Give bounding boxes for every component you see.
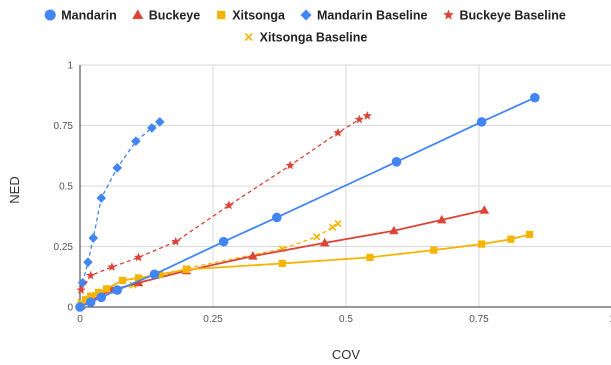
series-line-xitsonga (80, 233, 530, 306)
data-point-xitsonga-baseline (329, 223, 337, 231)
legend-marker-mandarin-baseline (300, 9, 312, 21)
legend-marker-xitsonga (217, 10, 226, 20)
data-point-buckeye (319, 237, 330, 247)
series-mandarin-baseline (77, 117, 165, 288)
legend-item-mandarin[interactable]: Mandarin (44, 9, 117, 23)
data-point-mandarin (476, 117, 487, 127)
legend-label: Xitsonga (232, 9, 286, 23)
data-point-xitsonga (87, 292, 95, 300)
data-point-mandarin-baseline (131, 136, 141, 147)
series-xitsonga (77, 230, 534, 309)
data-point-xitsonga (507, 235, 515, 243)
legend-label: Mandarin (61, 9, 117, 23)
data-point-mandarin-baseline (96, 193, 107, 203)
data-point-xitsonga (366, 253, 374, 261)
y-tick-label: 0.5 (59, 182, 73, 193)
data-point-buckeye-baseline (133, 252, 144, 262)
data-point-mandarin (75, 302, 85, 312)
data-point-xitsonga (81, 296, 89, 304)
legend-marker-buckeye (132, 9, 144, 20)
series-line-buckeye (80, 209, 485, 307)
y-tick-label: 0.25 (54, 242, 74, 253)
data-point-buckeye (248, 251, 258, 260)
series-line-mandarin (79, 96, 536, 308)
data-point-buckeye-baseline (76, 285, 86, 294)
data-point-buckeye (133, 277, 144, 287)
legend-item-mandarin-baseline[interactable]: Mandarin Baseline (300, 9, 428, 23)
data-point-mandarin-baseline (83, 257, 93, 268)
data-point-xitsonga-baseline (313, 233, 321, 241)
data-point-mandarin-baseline (147, 123, 157, 133)
y-tick-label: 0.75 (54, 121, 74, 132)
data-point-xitsonga (156, 270, 164, 278)
x-tick-label: 0.5 (339, 314, 353, 325)
data-point-xitsonga (525, 230, 534, 238)
data-point-buckeye-baseline (333, 127, 343, 137)
series-line-buckeye-baseline (80, 115, 368, 291)
legend-label: Xitsonga Baseline (260, 31, 368, 45)
data-point-buckeye-baseline (107, 262, 117, 271)
y-axis-title: NED (7, 176, 22, 203)
data-point-mandarin (391, 157, 402, 167)
data-point-mandarin (530, 92, 540, 103)
data-point-mandarin (85, 297, 96, 307)
y-tick-label: 1 (67, 61, 73, 72)
x-tick-label: 0.25 (203, 314, 223, 325)
legend-item-buckeye-baseline[interactable]: Buckeye Baseline (443, 9, 566, 23)
legend: Mandarin Buckeye Xitsonga Mandarin Baseline… (44, 9, 566, 45)
data-point-mandarin-baseline (77, 278, 88, 288)
data-point-xitsonga (103, 285, 111, 293)
data-point-buckeye-baseline (362, 111, 372, 120)
data-point-buckeye-baseline (285, 160, 295, 170)
data-point-xitsonga (134, 274, 143, 282)
legend-label: Buckeye Baseline (459, 9, 565, 23)
legend-marker-xitsonga-baseline (244, 32, 253, 42)
y-tick-label: 0 (67, 303, 73, 314)
data-point-xitsonga (430, 246, 438, 254)
axes (79, 65, 611, 308)
data-point-xitsonga (278, 259, 286, 268)
series-mandarin (75, 92, 540, 312)
x-tick-label: 0 (77, 314, 83, 325)
data-point-buckeye (437, 214, 447, 224)
data-point-buckeye-baseline (171, 236, 181, 246)
data-point-mandarin-baseline (155, 117, 165, 127)
legend-label: Buckeye (149, 9, 200, 23)
data-point-mandarin (149, 269, 160, 280)
data-point-xitsonga (95, 288, 103, 297)
data-point-xitsonga (478, 240, 486, 248)
x-axis-title: COV (332, 347, 361, 362)
data-point-xitsonga-baseline (334, 219, 342, 228)
data-point-mandarin (96, 292, 107, 303)
x-tick-label: 1 (609, 314, 611, 325)
data-point-buckeye-baseline (354, 114, 364, 124)
legend-marker-buckeye-baseline (443, 9, 454, 20)
data-point-mandarin (218, 236, 229, 247)
data-point-mandarin-baseline (112, 163, 123, 173)
legend-item-xitsonga[interactable]: Xitsonga (217, 9, 286, 23)
x-tick-label: 0.75 (469, 314, 489, 325)
data-point-mandarin-baseline (88, 233, 99, 243)
data-point-mandarin (112, 285, 123, 295)
series-line-mandarin-baseline (82, 121, 161, 283)
legend-item-xitsonga-baseline[interactable]: Xitsonga Baseline (244, 31, 368, 45)
data-point-buckeye (389, 225, 399, 235)
tick-labels: 0 0.25 0.5 0.75 1 0 0.25 0.5 0.75 1 (54, 61, 611, 326)
plot-area (75, 92, 540, 312)
data-point-buckeye-baseline (86, 270, 96, 280)
series-buckeye-baseline (76, 111, 372, 294)
data-point-xitsonga (182, 265, 190, 274)
data-point-buckeye (479, 205, 490, 214)
legend-marker-mandarin (44, 9, 56, 21)
legend-label: Mandarin Baseline (317, 9, 427, 23)
legend-item-buckeye[interactable]: Buckeye (132, 9, 200, 23)
data-point-xitsonga (118, 276, 127, 284)
data-point-buckeye-baseline (224, 200, 234, 210)
data-point-mandarin (272, 212, 282, 223)
